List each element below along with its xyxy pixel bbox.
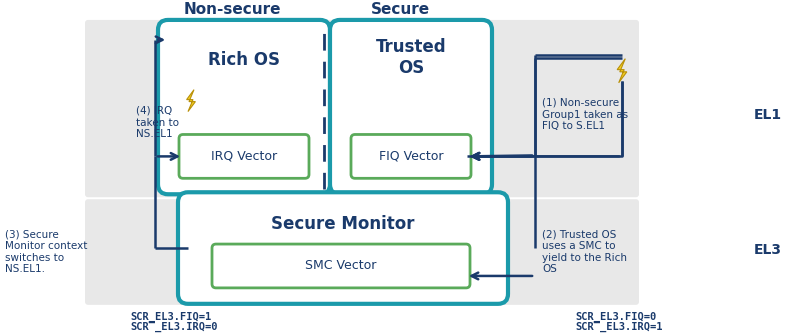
Polygon shape (617, 59, 627, 83)
Polygon shape (187, 90, 195, 112)
Text: (4) IRQ
taken to
NS.EL1: (4) IRQ taken to NS.EL1 (136, 106, 179, 139)
FancyBboxPatch shape (158, 20, 330, 194)
Text: (2) Trusted OS
uses a SMC to
yield to the Rich
OS: (2) Trusted OS uses a SMC to yield to th… (542, 230, 627, 274)
Text: (1) Non-secure
Group1 taken as
FIQ to S.EL1: (1) Non-secure Group1 taken as FIQ to S.… (542, 98, 628, 131)
Text: SCR̅_EL3.IRQ=1: SCR̅_EL3.IRQ=1 (575, 322, 663, 332)
Text: EL3: EL3 (754, 243, 782, 257)
FancyBboxPatch shape (351, 135, 471, 178)
Text: SCR_EL3.FIQ=1: SCR_EL3.FIQ=1 (130, 312, 211, 322)
Text: FIQ Vector: FIQ Vector (379, 150, 443, 163)
Text: SCR_EL3.FIQ=0: SCR_EL3.FIQ=0 (575, 312, 656, 322)
FancyBboxPatch shape (179, 135, 309, 178)
Text: EL1: EL1 (754, 108, 782, 122)
FancyBboxPatch shape (330, 20, 492, 194)
Text: Secure Monitor: Secure Monitor (272, 215, 415, 233)
Text: (3) Secure
Monitor context
switches to
NS.EL1.: (3) Secure Monitor context switches to N… (5, 230, 87, 274)
Text: Trusted
OS: Trusted OS (376, 38, 447, 77)
Text: SCR̅_EL3.IRQ=0: SCR̅_EL3.IRQ=0 (130, 322, 218, 332)
FancyBboxPatch shape (85, 199, 639, 305)
Text: Secure: Secure (371, 2, 430, 17)
FancyBboxPatch shape (178, 192, 508, 304)
Text: IRQ Vector: IRQ Vector (211, 150, 277, 163)
FancyBboxPatch shape (212, 244, 470, 288)
Text: SMC Vector: SMC Vector (305, 259, 376, 272)
Text: Rich OS: Rich OS (208, 51, 280, 69)
Text: Non-secure: Non-secure (183, 2, 280, 17)
FancyBboxPatch shape (85, 20, 639, 197)
